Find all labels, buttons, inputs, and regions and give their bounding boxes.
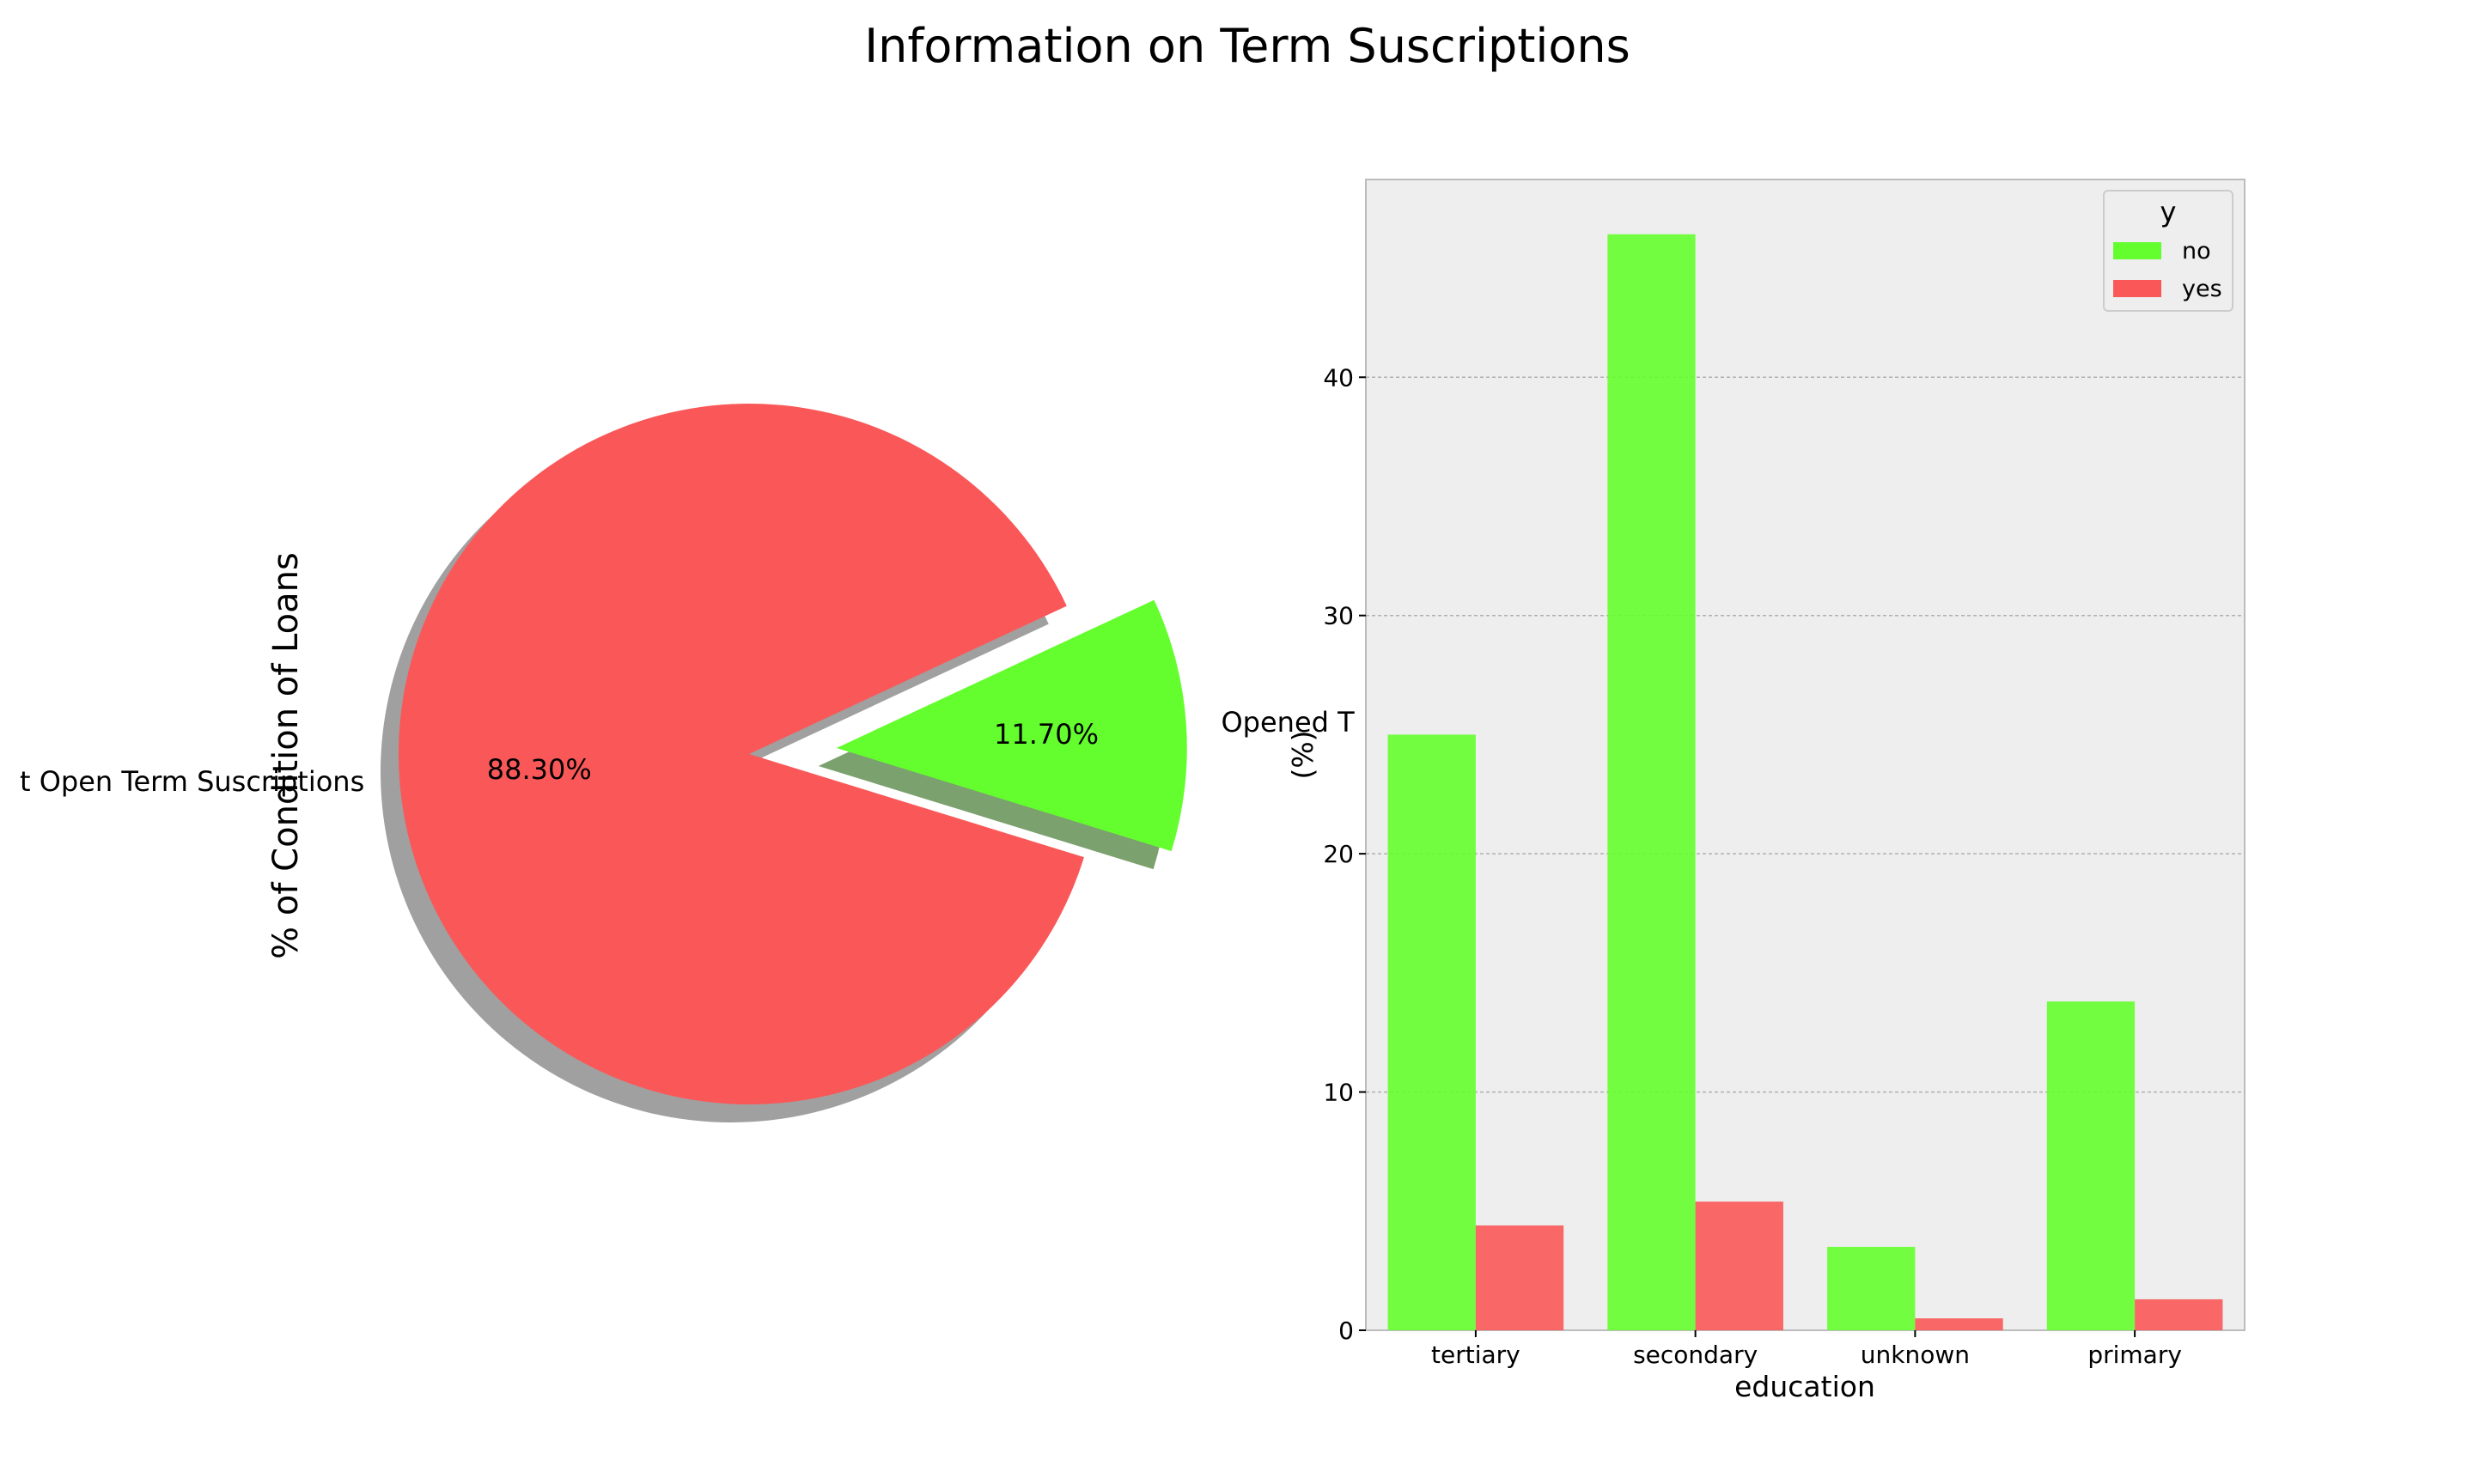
legend-title: y — [2160, 196, 2177, 228]
y-tick-label: 0 — [1338, 1317, 1354, 1345]
bar-ylabel: (%) — [1286, 730, 1319, 779]
pie-category-label-0: t Open Term Suscriptions — [20, 765, 364, 798]
pie-ylabel: % of Condition of Loans — [266, 552, 306, 959]
bar-chart: tertiary secondary unknown primary 0 10 20 30 4… — [1286, 179, 2245, 1403]
bar-yes-secondary — [1695, 1201, 1783, 1330]
y-tick-label: 40 — [1323, 363, 1354, 392]
bar-xlabel: education — [1734, 1370, 1875, 1403]
pie-slice-1 — [836, 599, 1187, 852]
pie-category-label-1: Opened T — [1221, 706, 1355, 739]
x-tick-label-primary: primary — [2087, 1341, 2182, 1369]
legend-swatch-yes — [2113, 280, 2161, 297]
bar-y-ticks: 0 10 20 30 40 — [1323, 363, 1366, 1345]
y-tick-label: 20 — [1323, 840, 1354, 868]
legend-swatch-no — [2113, 242, 2161, 259]
bar-no-tertiary — [1387, 734, 1476, 1330]
bar-no-primary — [2046, 1001, 2136, 1330]
bar-x-ticks: tertiary secondary unknown primary — [1431, 1330, 2182, 1369]
bar-no-secondary — [1607, 234, 1696, 1330]
bar-grid — [1366, 376, 2245, 1093]
bar-no-unknown — [1827, 1246, 1916, 1330]
pie-slices — [399, 404, 1187, 1104]
bar-yes-primary — [2135, 1298, 2223, 1330]
y-tick-label: 30 — [1323, 602, 1354, 630]
pie-slice-0 — [399, 404, 1084, 1104]
bar-yes-unknown — [1915, 1318, 2003, 1330]
y-tick-label: 10 — [1323, 1079, 1354, 1107]
pie-pct-label-1: 11.70% — [994, 718, 1099, 751]
x-tick-label-secondary: secondary — [1633, 1341, 1758, 1369]
figure-title: Information on Term Suscriptions — [864, 19, 1630, 73]
legend-label-no: no — [2182, 238, 2211, 265]
x-tick-label-tertiary: tertiary — [1431, 1341, 1520, 1369]
pie-texts: 88.30% t Open Term Suscriptions 11.70% Open… — [20, 706, 1355, 798]
bar-yes-tertiary — [1475, 1225, 1564, 1330]
pie-chart: % of Condition of Loans 88.30% t Open Ter… — [20, 404, 1355, 1123]
legend: y no yes — [2103, 190, 2233, 312]
legend-label-yes: yes — [2182, 276, 2222, 302]
pie-pct-label-0: 88.30% — [487, 753, 592, 786]
x-tick-label-unknown: unknown — [1861, 1341, 1970, 1369]
bar-bars — [1387, 234, 2223, 1330]
